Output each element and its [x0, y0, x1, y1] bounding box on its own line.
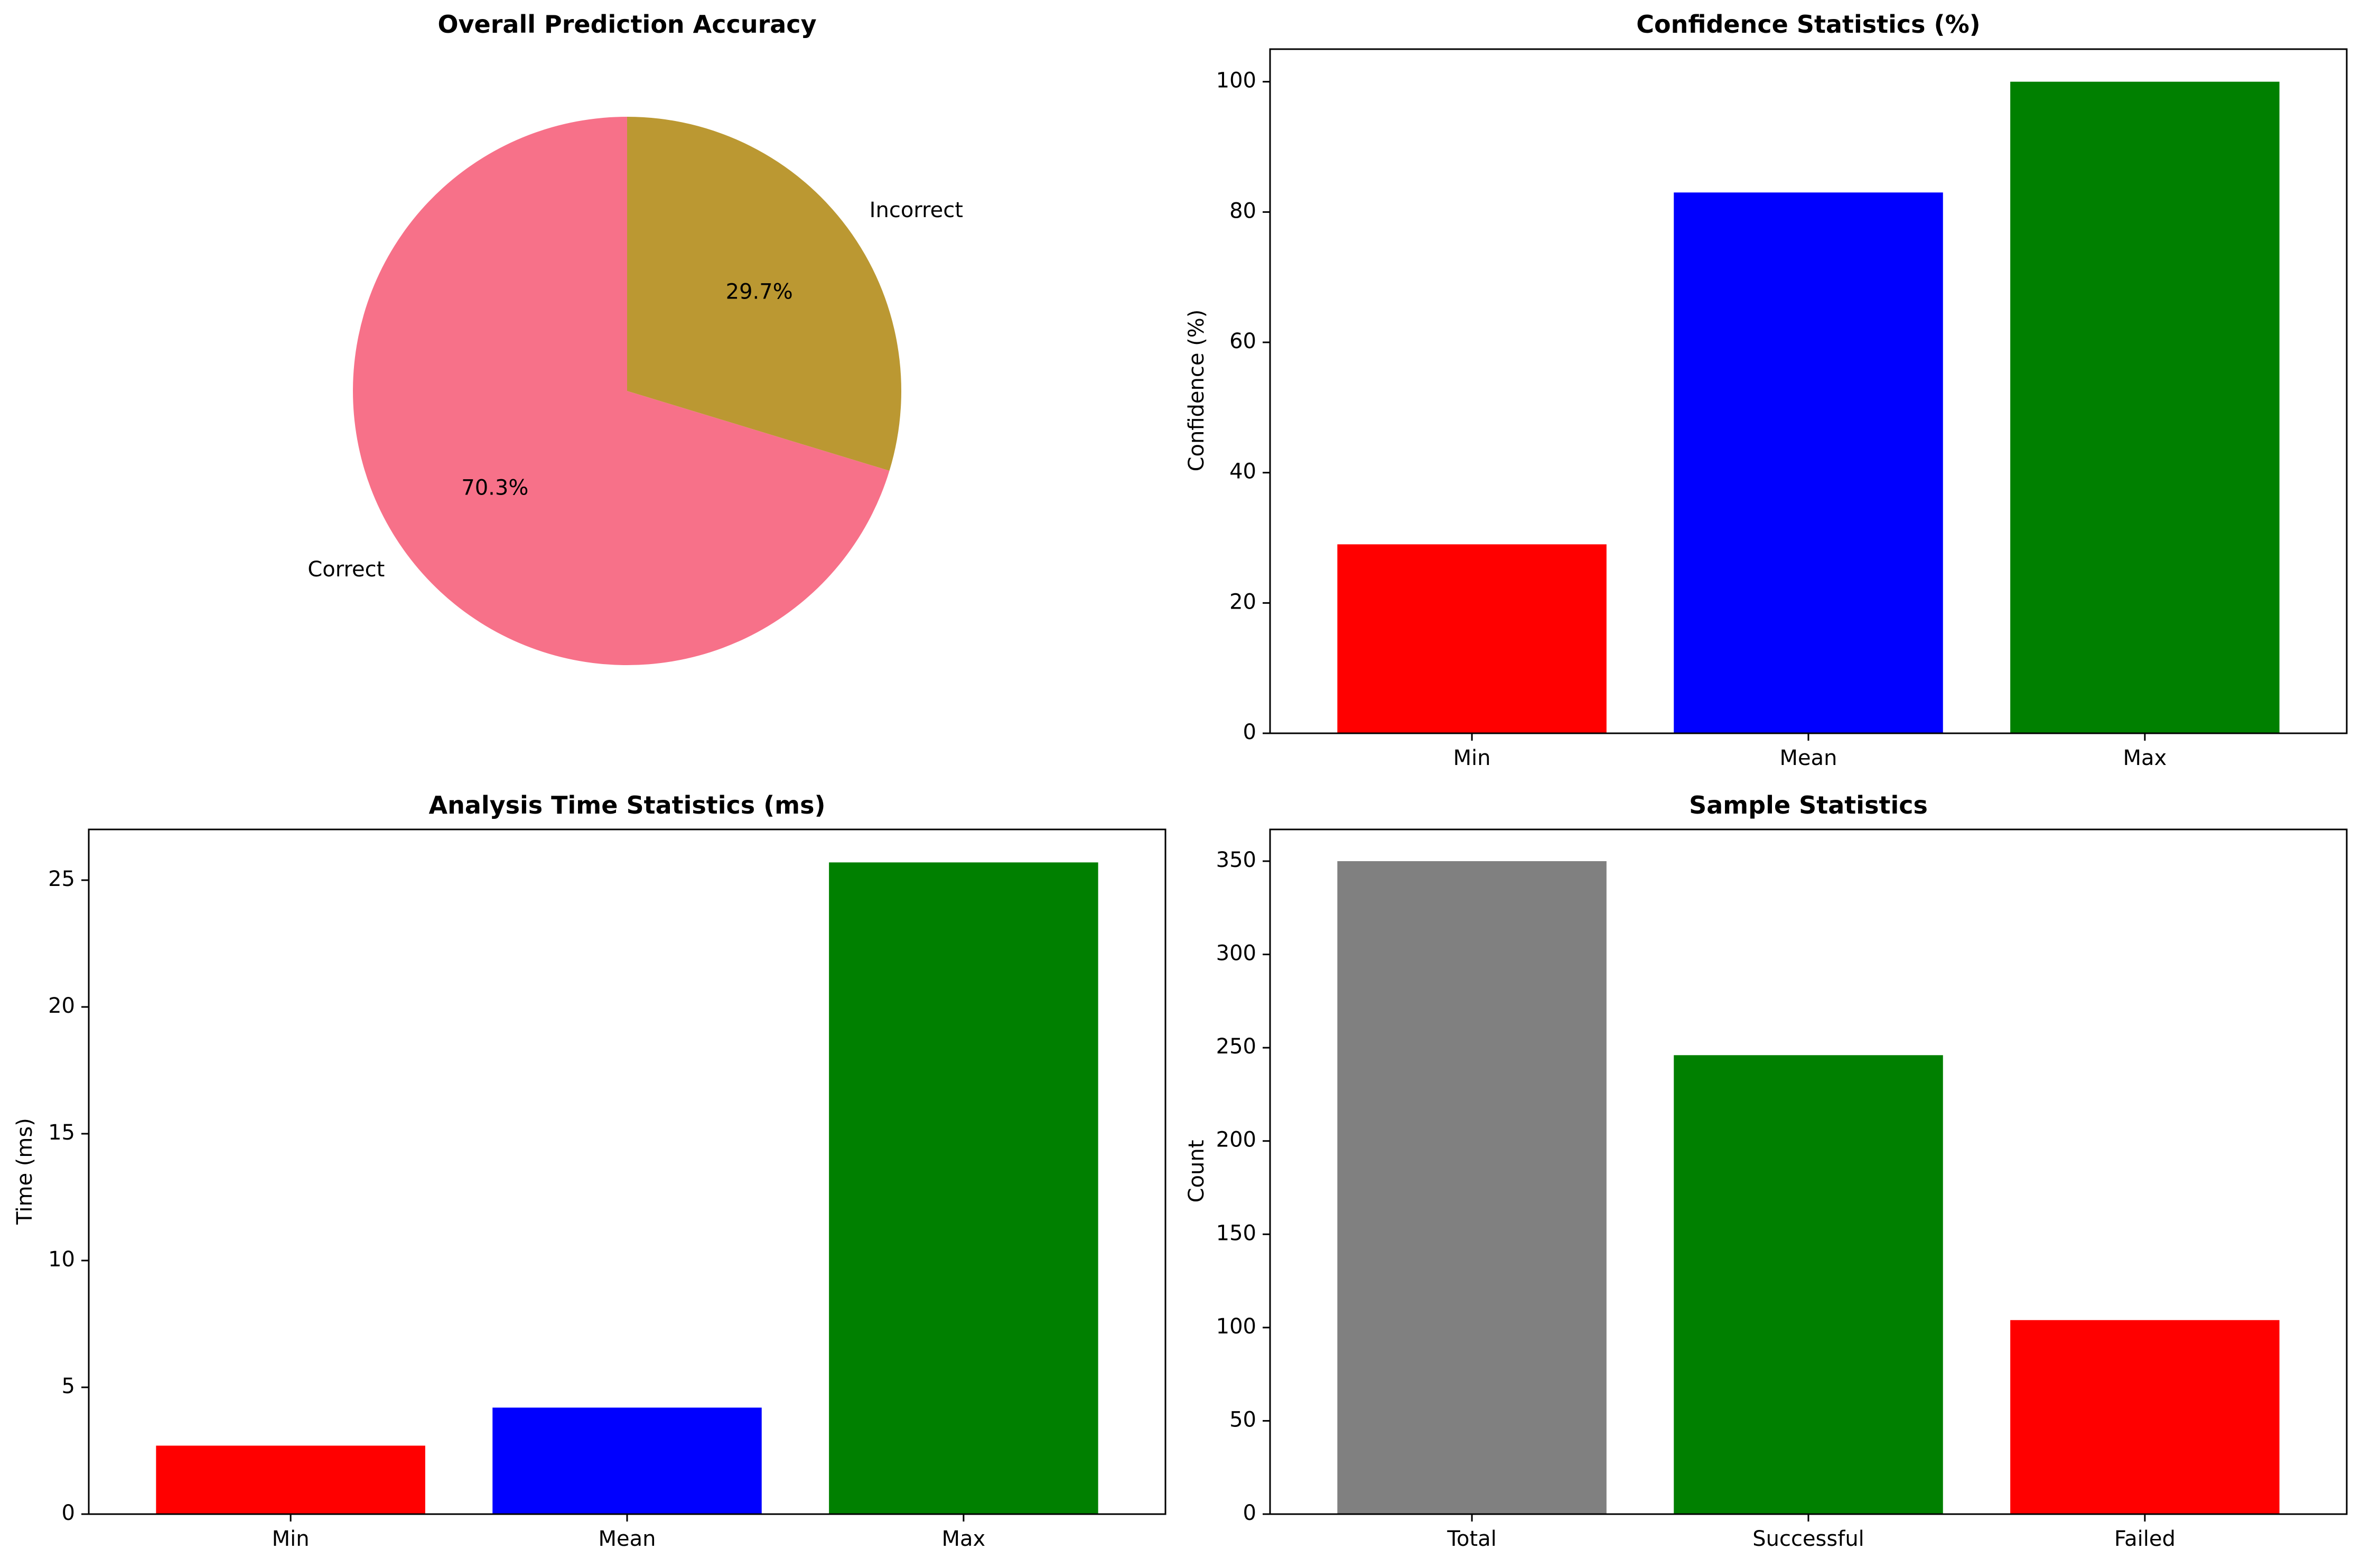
bar-min [156, 1445, 425, 1514]
x-tick-label-failed: Failed [2114, 1527, 2176, 1551]
y-tick-label: 60 [1229, 329, 1256, 353]
y-tick-label: 0 [62, 1501, 75, 1525]
confidence-bars [1337, 81, 2280, 734]
pie-percent-label-correct: 70.3% [461, 475, 528, 500]
y-tick-label: 100 [1216, 1314, 1256, 1339]
sample-y-axis-label: Count [1184, 1140, 1209, 1203]
bar-total [1337, 861, 1607, 1514]
time-ticks: Min Mean Max 0 5 10 15 20 25 [48, 867, 985, 1551]
y-tick-label: 10 [48, 1247, 75, 1272]
pie-labels: Correct 70.3% Incorrect 29.7% [307, 198, 963, 582]
pie-slices [353, 117, 902, 665]
y-tick-label: 20 [1229, 590, 1256, 614]
bar-min [1337, 544, 1607, 733]
sample-ticks: Total Successful Failed 0 50 100 150 200 250 300 3… [1216, 848, 2176, 1551]
y-tick-label: 200 [1216, 1128, 1256, 1152]
y-tick-label: 15 [48, 1121, 75, 1145]
y-tick-label: 50 [1229, 1407, 1256, 1432]
pie-slice-incorrect [627, 117, 902, 471]
y-tick-label: 100 [1216, 69, 1256, 93]
y-tick-label: 0 [1243, 720, 1256, 744]
sample-plot-frame [1269, 828, 2348, 1515]
confidence-chart-title: Confidence Statistics (%) [1636, 10, 1980, 39]
confidence-y-axis-label: Confidence (%) [1184, 310, 1209, 472]
y-tick-label: 300 [1216, 941, 1256, 966]
bar-failed [2010, 1320, 2280, 1514]
y-tick-label: 250 [1216, 1034, 1256, 1059]
y-tick-label: 150 [1216, 1221, 1256, 1245]
y-tick-label: 80 [1229, 199, 1256, 223]
y-tick-label: 0 [1243, 1501, 1256, 1525]
x-tick-label-mean: Mean [599, 1527, 656, 1551]
time-y-axis-label: Time (ms) [13, 1118, 37, 1225]
bar-mean [1674, 192, 1943, 733]
x-tick-label-min: Min [272, 1527, 310, 1551]
x-tick-label-mean: Mean [1780, 746, 1837, 770]
bar-chart-confidence: Confidence Statistics (%) Confidence (%)… [1184, 10, 2348, 770]
y-tick-label: 25 [48, 867, 75, 891]
time-chart-title: Analysis Time Statistics (ms) [428, 791, 825, 819]
x-tick-label-total: Total [1447, 1527, 1496, 1551]
pie-label-correct: Correct [307, 557, 385, 582]
sample-chart-title: Sample Statistics [1689, 791, 1928, 819]
time-bars [156, 862, 1098, 1514]
sample-bars [1337, 861, 2280, 1514]
pie-chart-accuracy: Overall Prediction Accuracy Correct 70.3%… [307, 10, 963, 665]
y-tick-label: 20 [48, 994, 75, 1018]
bar-max [2010, 81, 2280, 734]
pie-chart-title: Overall Prediction Accuracy [437, 10, 816, 39]
pie-percent-label-incorrect: 29.7% [726, 280, 793, 304]
bar-chart-analysis-time: Analysis Time Statistics (ms) Time (ms) … [13, 791, 1166, 1551]
x-tick-label-successful: Successful [1752, 1527, 1864, 1551]
time-plot-frame [88, 828, 1166, 1515]
x-tick-label-min: Min [1453, 746, 1491, 770]
x-tick-label-max: Max [942, 1527, 986, 1551]
x-tick-label-max: Max [2123, 746, 2167, 770]
confidence-plot-frame [1269, 48, 2348, 734]
confidence-ticks: Min Mean Max 0 20 40 60 80 100 [1216, 69, 2167, 770]
y-tick-label: 350 [1216, 848, 1256, 872]
pie-slice-correct [353, 117, 890, 665]
pie-label-incorrect: Incorrect [870, 198, 963, 222]
bar-mean [492, 1407, 762, 1514]
bar-max [829, 862, 1098, 1514]
y-tick-label: 40 [1229, 460, 1256, 484]
bar-successful [1674, 1055, 1943, 1514]
bar-chart-sample-statistics: Sample Statistics Count Total Successful F… [1184, 791, 2348, 1551]
y-tick-label: 5 [62, 1374, 75, 1398]
